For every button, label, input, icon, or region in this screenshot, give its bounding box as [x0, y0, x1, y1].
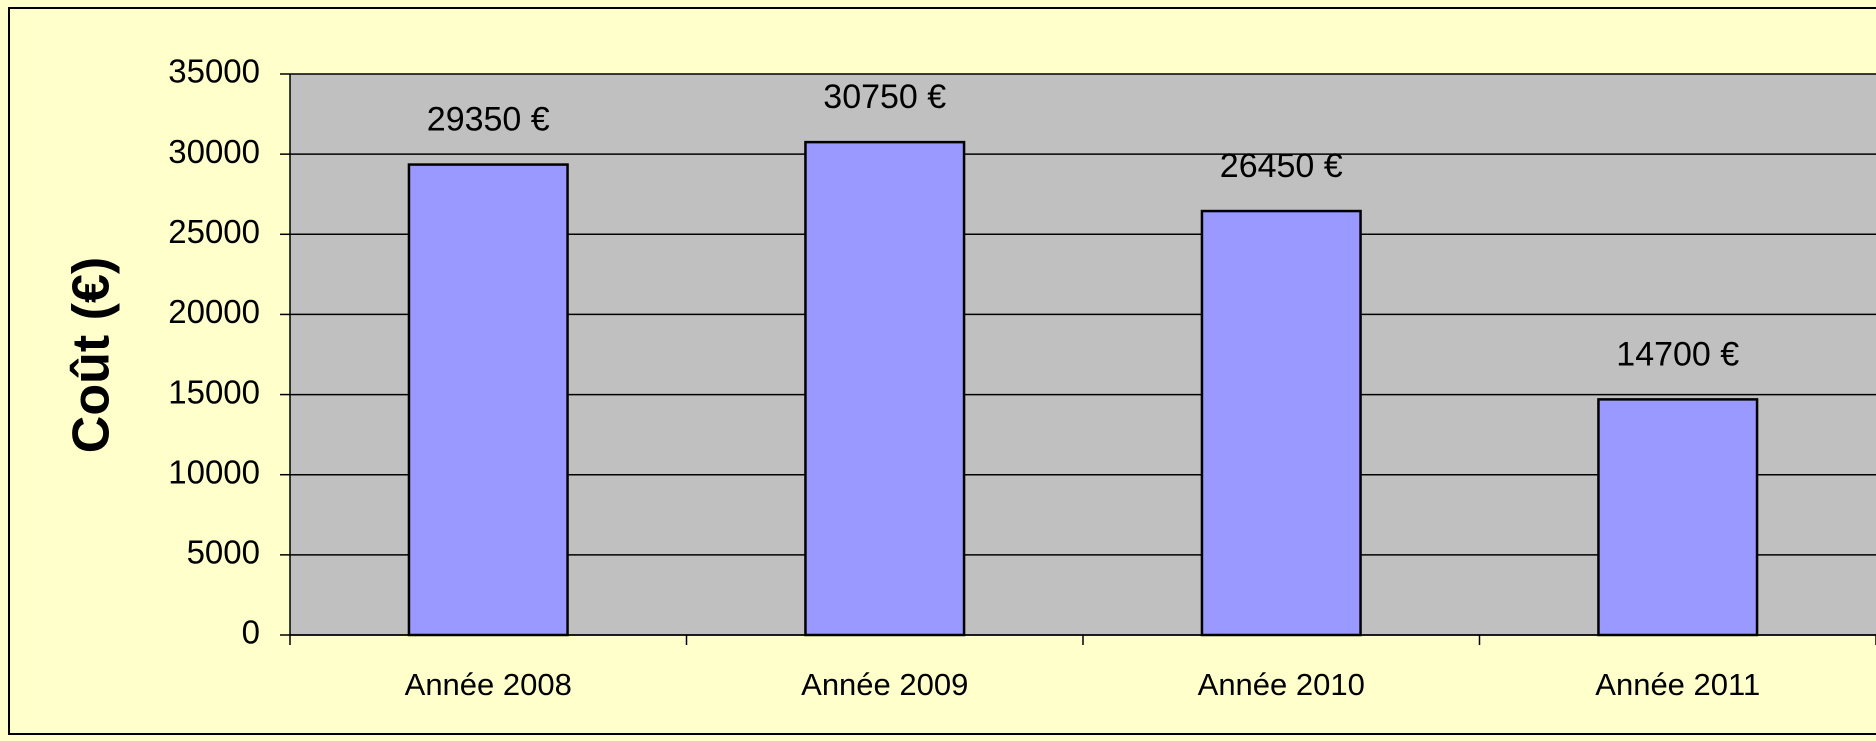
x-tick-label: Année 2011	[1595, 667, 1760, 702]
y-tick-label: 20000	[168, 293, 260, 330]
x-tick-label: Année 2010	[1198, 667, 1365, 702]
data-label: 30750 €	[823, 78, 946, 116]
y-tick-label: 25000	[168, 213, 260, 250]
y-tick-label: 15000	[168, 373, 260, 410]
y-tick-label: 30000	[168, 133, 260, 170]
data-label: 29350 €	[427, 101, 550, 139]
x-tick-label: Année 2009	[801, 667, 968, 702]
x-tick-label: Année 2008	[405, 667, 572, 702]
bar	[1200, 209, 1362, 637]
y-tick-label: 35000	[168, 53, 260, 90]
y-axis-label: Coût (€)	[63, 257, 121, 453]
y-tick-label: 0	[242, 614, 260, 651]
data-label: 26450 €	[1220, 147, 1343, 185]
bar	[407, 163, 569, 637]
bar	[804, 140, 966, 637]
bar	[1597, 398, 1759, 637]
y-tick-label: 10000	[168, 453, 260, 490]
data-label: 14700 €	[1616, 335, 1739, 373]
y-tick-label: 5000	[187, 534, 260, 571]
